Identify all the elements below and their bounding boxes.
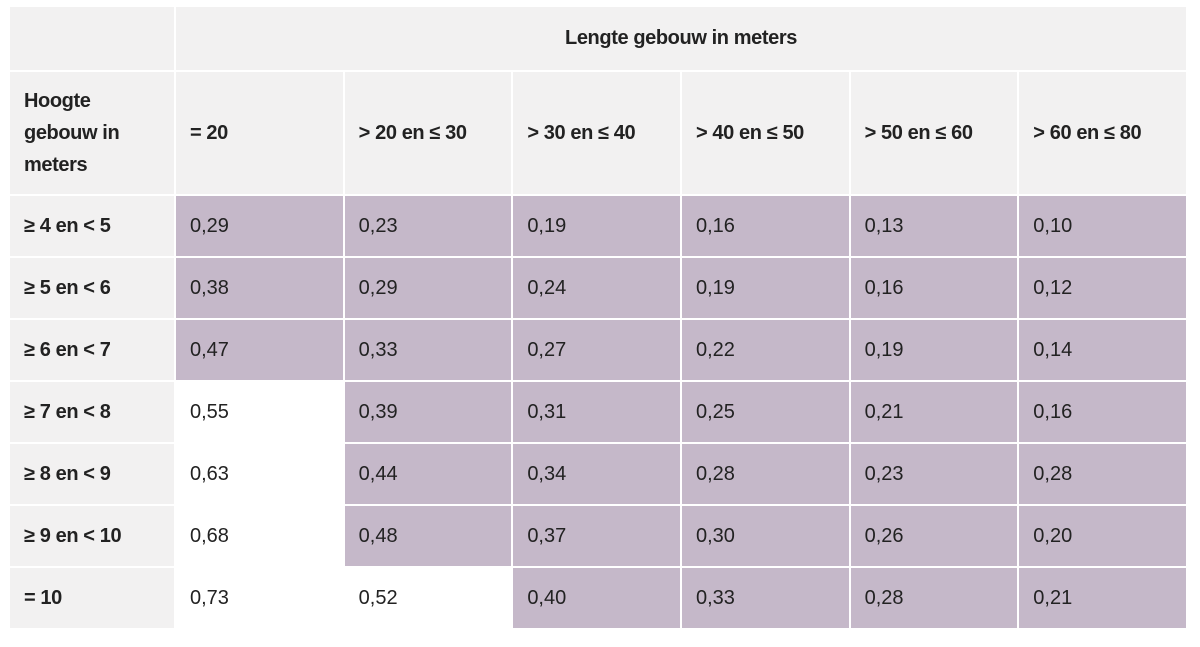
- building-dimension-factor-table: Lengte gebouw in meters Hoogte gebouw in…: [8, 5, 1188, 630]
- value-cell: 0,26: [850, 506, 1018, 566]
- column-header: = 20: [176, 72, 343, 194]
- value-cell: 0,63: [176, 444, 343, 504]
- value-cell: 0,25: [681, 382, 849, 442]
- value-cell: 0,33: [344, 320, 512, 380]
- row-label-cell: ≥ 8 en < 9: [10, 444, 174, 504]
- value-cell: 0,38: [176, 258, 343, 318]
- corner-cell: [10, 7, 174, 70]
- row-label-cell: = 10: [10, 568, 174, 628]
- value-cell: 0,10: [1019, 196, 1186, 256]
- column-header: > 40 en ≤ 50: [681, 72, 849, 194]
- value-cell: 0,28: [850, 568, 1018, 628]
- row-label-cell: ≥ 6 en < 7: [10, 320, 174, 380]
- value-cell: 0,21: [850, 382, 1018, 442]
- column-header: > 60 en ≤ 80: [1019, 72, 1186, 194]
- value-cell: 0,40: [513, 568, 680, 628]
- value-cell: 0,33: [681, 568, 849, 628]
- column-header: > 30 en ≤ 40: [513, 72, 680, 194]
- row-label-cell: ≥ 4 en < 5: [10, 196, 174, 256]
- row-label-cell: ≥ 9 en < 10: [10, 506, 174, 566]
- value-cell: 0,24: [513, 258, 680, 318]
- value-cell: 0,73: [176, 568, 343, 628]
- value-cell: 0,28: [681, 444, 849, 504]
- value-cell: 0,20: [1019, 506, 1186, 566]
- table-row: ≥ 7 en < 8 0,55 0,39 0,31 0,25 0,21 0,16: [10, 382, 1186, 442]
- row-group-header: Hoogte gebouw in meters: [10, 72, 174, 194]
- value-cell: 0,39: [344, 382, 512, 442]
- value-cell: 0,23: [344, 196, 512, 256]
- value-cell: 0,48: [344, 506, 512, 566]
- column-header: > 50 en ≤ 60: [850, 72, 1018, 194]
- row-label-cell: ≥ 7 en < 8: [10, 382, 174, 442]
- value-cell: 0,16: [1019, 382, 1186, 442]
- column-header: > 20 en ≤ 30: [344, 72, 512, 194]
- value-cell: 0,16: [850, 258, 1018, 318]
- table-row: = 10 0,73 0,52 0,40 0,33 0,28 0,21: [10, 568, 1186, 628]
- column-group-header: Lengte gebouw in meters: [176, 7, 1186, 70]
- value-cell: 0,12: [1019, 258, 1186, 318]
- row-label-cell: ≥ 5 en < 6: [10, 258, 174, 318]
- value-cell: 0,28: [1019, 444, 1186, 504]
- table-head: Lengte gebouw in meters Hoogte gebouw in…: [10, 7, 1186, 194]
- table-row: ≥ 8 en < 9 0,63 0,44 0,34 0,28 0,23 0,28: [10, 444, 1186, 504]
- value-cell: 0,27: [513, 320, 680, 380]
- value-cell: 0,34: [513, 444, 680, 504]
- table-body: ≥ 4 en < 5 0,29 0,23 0,19 0,16 0,13 0,10 ≥ 5 en…: [10, 196, 1186, 628]
- value-cell: 0,37: [513, 506, 680, 566]
- value-cell: 0,22: [681, 320, 849, 380]
- value-cell: 0,13: [850, 196, 1018, 256]
- value-cell: 0,47: [176, 320, 343, 380]
- value-cell: 0,19: [681, 258, 849, 318]
- value-cell: 0,29: [344, 258, 512, 318]
- table-row: ≥ 6 en < 7 0,47 0,33 0,27 0,22 0,19 0,14: [10, 320, 1186, 380]
- value-cell: 0,23: [850, 444, 1018, 504]
- value-cell: 0,30: [681, 506, 849, 566]
- value-cell: 0,44: [344, 444, 512, 504]
- group-header-row: Lengte gebouw in meters: [10, 7, 1186, 70]
- value-cell: 0,31: [513, 382, 680, 442]
- value-cell: 0,19: [513, 196, 680, 256]
- table-row: ≥ 5 en < 6 0,38 0,29 0,24 0,19 0,16 0,12: [10, 258, 1186, 318]
- table-row: ≥ 9 en < 10 0,68 0,48 0,37 0,30 0,26 0,20: [10, 506, 1186, 566]
- value-cell: 0,16: [681, 196, 849, 256]
- page: Lengte gebouw in meters Hoogte gebouw in…: [8, 5, 1188, 630]
- value-cell: 0,68: [176, 506, 343, 566]
- value-cell: 0,52: [344, 568, 512, 628]
- value-cell: 0,19: [850, 320, 1018, 380]
- column-header-row: Hoogte gebouw in meters = 20 > 20 en ≤ 30…: [10, 72, 1186, 194]
- value-cell: 0,21: [1019, 568, 1186, 628]
- value-cell: 0,29: [176, 196, 343, 256]
- table-row: ≥ 4 en < 5 0,29 0,23 0,19 0,16 0,13 0,10: [10, 196, 1186, 256]
- value-cell: 0,14: [1019, 320, 1186, 380]
- value-cell: 0,55: [176, 382, 343, 442]
